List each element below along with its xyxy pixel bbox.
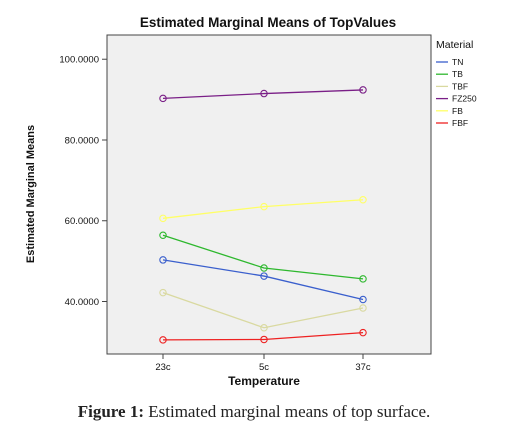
data-point-tn [260, 272, 268, 280]
y-axis-label: Estimated Marginal Means [25, 125, 37, 263]
legend-entry-label: FZ250 [452, 94, 477, 104]
data-point-tb [359, 275, 367, 283]
data-point-fz250 [359, 86, 367, 94]
series-line-tn [162, 259, 364, 301]
x-tick-label: 23c [155, 362, 171, 373]
data-point-tbf [359, 304, 367, 312]
plot-area [106, 34, 432, 355]
legend-entry-label: TBF [452, 81, 468, 91]
chart-title: Estimated Marginal Means of TopValues [140, 15, 396, 30]
y-tick-label: 40.0000 [65, 297, 99, 308]
data-point-fz250 [260, 89, 268, 98]
legend-entry-label: FB [452, 106, 463, 116]
x-tick-label: 37c [355, 362, 371, 373]
legend: Material TN TB TBF FZ250 FB FBF [436, 39, 477, 128]
data-point-fb [159, 214, 167, 223]
data-point-fbf [359, 328, 367, 337]
data-point-fbf [260, 335, 268, 344]
y-tick-label: 60.0000 [65, 216, 99, 227]
series-layer [159, 86, 367, 344]
legend-entry-label: TB [452, 69, 463, 79]
data-point-tbf [260, 324, 268, 332]
series-line-fb [162, 199, 364, 219]
caption-text: Estimated marginal means of top surface. [144, 402, 431, 421]
x-axis-label: Temperature [228, 374, 300, 388]
legend-entry-label: FBF [452, 118, 468, 128]
data-point-tb [159, 231, 167, 240]
y-axis: 40.0000 60.0000 80.0000 100.0000 [59, 55, 107, 308]
data-point-fb [359, 195, 367, 204]
data-point-tn [159, 256, 167, 264]
series-line-tbf [162, 292, 364, 329]
data-point-fb [260, 202, 268, 211]
series-line-fbf [162, 331, 364, 341]
data-point-tb [260, 264, 268, 272]
line-chart: Estimated Marginal Means of TopValues 40… [25, 15, 477, 388]
y-tick-label: 100.0000 [59, 55, 99, 66]
figure-caption: Figure 1: Estimated marginal means of to… [0, 402, 508, 422]
data-point-fz250 [159, 94, 167, 103]
legend-title: Material [436, 39, 473, 51]
data-point-tbf [159, 288, 167, 297]
data-point-tn [359, 295, 367, 304]
caption-label: Figure 1: [77, 402, 144, 421]
series-line-tb [162, 234, 364, 280]
x-axis: 23c 5c 37c [155, 354, 371, 373]
legend-entry-label: TN [452, 57, 463, 67]
data-point-fbf [159, 336, 167, 344]
x-tick-label: 5c [259, 362, 269, 373]
y-tick-label: 80.0000 [65, 135, 99, 146]
series-line-fz250 [162, 89, 364, 100]
